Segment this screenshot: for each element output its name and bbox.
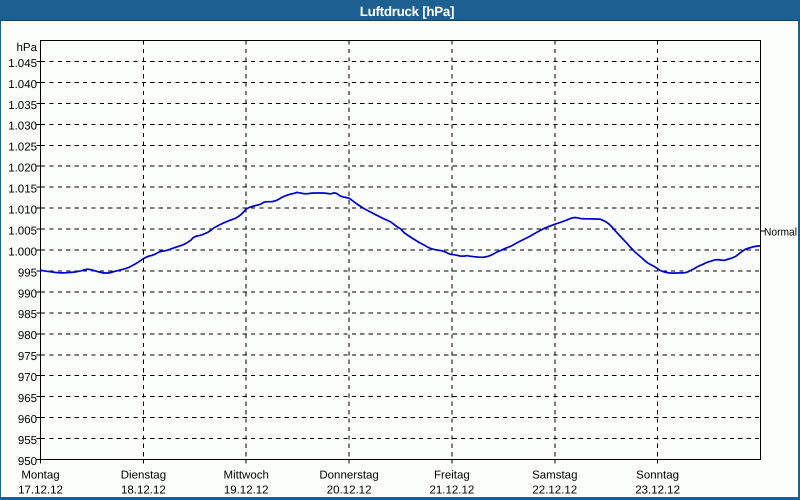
svg-text:Mittwoch: Mittwoch — [224, 470, 269, 482]
svg-text:1.015: 1.015 — [8, 184, 37, 196]
svg-text:18.12.12: 18.12.12 — [121, 484, 166, 496]
svg-text:Luftdruck [hPa]: Luftdruck [hPa] — [360, 4, 454, 19]
svg-text:Freitag: Freitag — [434, 470, 470, 482]
svg-text:23.12.12: 23.12.12 — [635, 484, 680, 496]
svg-text:Samstag: Samstag — [532, 470, 577, 482]
svg-text:1.005: 1.005 — [8, 226, 37, 238]
svg-text:980: 980 — [18, 330, 37, 342]
svg-text:1.020: 1.020 — [8, 163, 37, 175]
svg-text:Dienstag: Dienstag — [121, 470, 166, 482]
svg-text:1.010: 1.010 — [8, 205, 37, 217]
svg-text:22.12.12: 22.12.12 — [532, 484, 577, 496]
svg-text:960: 960 — [18, 414, 37, 426]
svg-text:hPa: hPa — [17, 42, 38, 54]
svg-text:Montag: Montag — [21, 470, 59, 482]
svg-text:1.045: 1.045 — [8, 58, 37, 70]
svg-text:17.12.12: 17.12.12 — [18, 484, 63, 496]
svg-text:955: 955 — [18, 435, 37, 447]
svg-text:965: 965 — [18, 393, 37, 405]
svg-text:990: 990 — [18, 288, 37, 300]
svg-text:1.030: 1.030 — [8, 121, 37, 133]
svg-text:975: 975 — [18, 351, 37, 363]
svg-text:Donnerstag: Donnerstag — [319, 470, 378, 482]
svg-text:Normal: Normal — [764, 227, 797, 239]
svg-text:21.12.12: 21.12.12 — [430, 484, 475, 496]
svg-text:985: 985 — [18, 309, 37, 321]
svg-text:20.12.12: 20.12.12 — [327, 484, 372, 496]
svg-text:1.000: 1.000 — [8, 246, 37, 258]
svg-text:Sonntag: Sonntag — [636, 470, 679, 482]
svg-text:1.035: 1.035 — [8, 100, 37, 112]
svg-text:995: 995 — [18, 267, 37, 279]
svg-text:950: 950 — [18, 456, 37, 468]
svg-text:1.040: 1.040 — [8, 79, 37, 91]
svg-text:970: 970 — [18, 372, 37, 384]
svg-text:19.12.12: 19.12.12 — [224, 484, 269, 496]
svg-text:1.025: 1.025 — [8, 142, 37, 154]
